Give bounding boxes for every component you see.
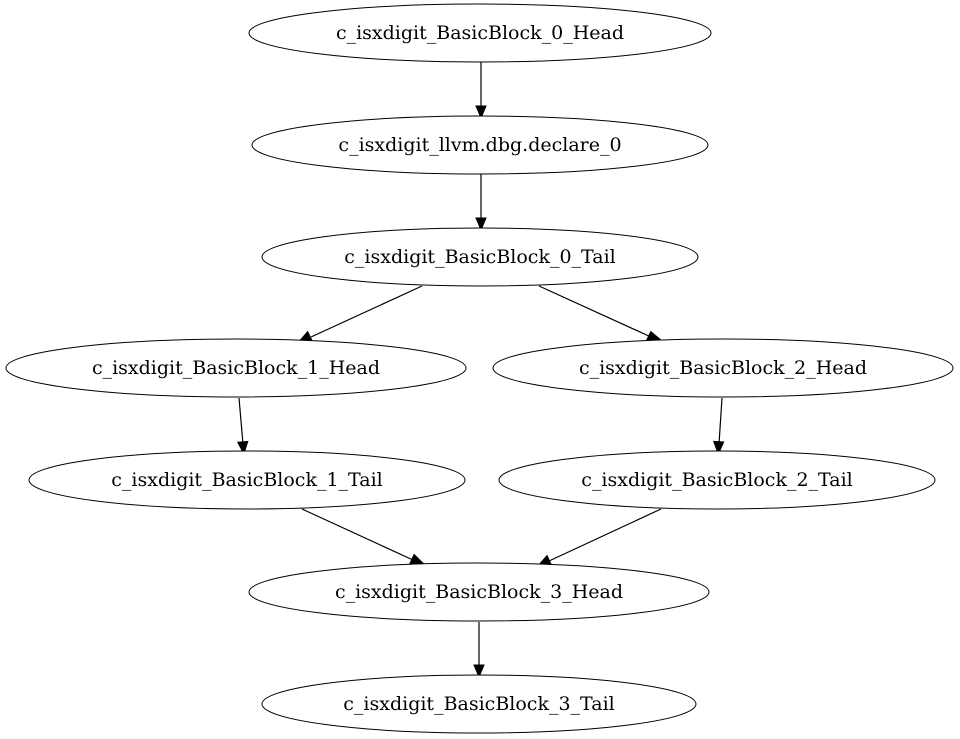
node-label: c_isxdigit_BasicBlock_3_Tail — [343, 693, 614, 715]
node-label: c_isxdigit_BasicBlock_1_Tail — [111, 469, 382, 491]
edge-b0t-b2h — [538, 285, 665, 343]
node-basicblock-3-tail: c_isxdigit_BasicBlock_3_Tail — [261, 674, 697, 734]
node-label: c_isxdigit_BasicBlock_3_Head — [335, 581, 623, 603]
node-basicblock-3-head: c_isxdigit_BasicBlock_3_Head — [248, 562, 710, 622]
node-label: c_isxdigit_BasicBlock_2_Head — [579, 357, 867, 379]
edge-b2t-b3h — [536, 508, 662, 567]
edge-b0t-b1h — [297, 285, 423, 343]
edge-dbg-b0t — [475, 174, 487, 232]
node-basicblock-1-head: c_isxdigit_BasicBlock_1_Head — [5, 338, 467, 398]
node-label: c_isxdigit_BasicBlock_0_Tail — [344, 246, 615, 268]
edge-b1t-b3h — [301, 508, 427, 566]
nodes: c_isxdigit_BasicBlock_0_Head c_isxdigit_… — [5, 3, 954, 734]
edge-b1h-b1t — [237, 397, 249, 456]
edges — [237, 62, 725, 679]
node-llvm-dbg-declare-0: c_isxdigit_llvm.dbg.declare_0 — [251, 115, 709, 175]
node-basicblock-0-tail: c_isxdigit_BasicBlock_0_Tail — [261, 227, 699, 287]
node-basicblock-2-head: c_isxdigit_BasicBlock_2_Head — [492, 338, 954, 398]
node-basicblock-0-head: c_isxdigit_BasicBlock_0_Head — [248, 3, 712, 63]
edge-b3h-b3t — [473, 622, 485, 679]
edge-b0h-dbg — [475, 62, 487, 120]
node-label: c_isxdigit_llvm.dbg.declare_0 — [338, 134, 621, 156]
node-basicblock-1-tail: c_isxdigit_BasicBlock_1_Tail — [28, 450, 466, 510]
edge-b2h-b2t — [712, 397, 725, 456]
node-basicblock-2-tail: c_isxdigit_BasicBlock_2_Tail — [498, 450, 936, 510]
node-label: c_isxdigit_BasicBlock_2_Tail — [581, 469, 852, 491]
node-label: c_isxdigit_BasicBlock_0_Head — [336, 22, 624, 44]
node-label: c_isxdigit_BasicBlock_1_Head — [92, 357, 380, 379]
